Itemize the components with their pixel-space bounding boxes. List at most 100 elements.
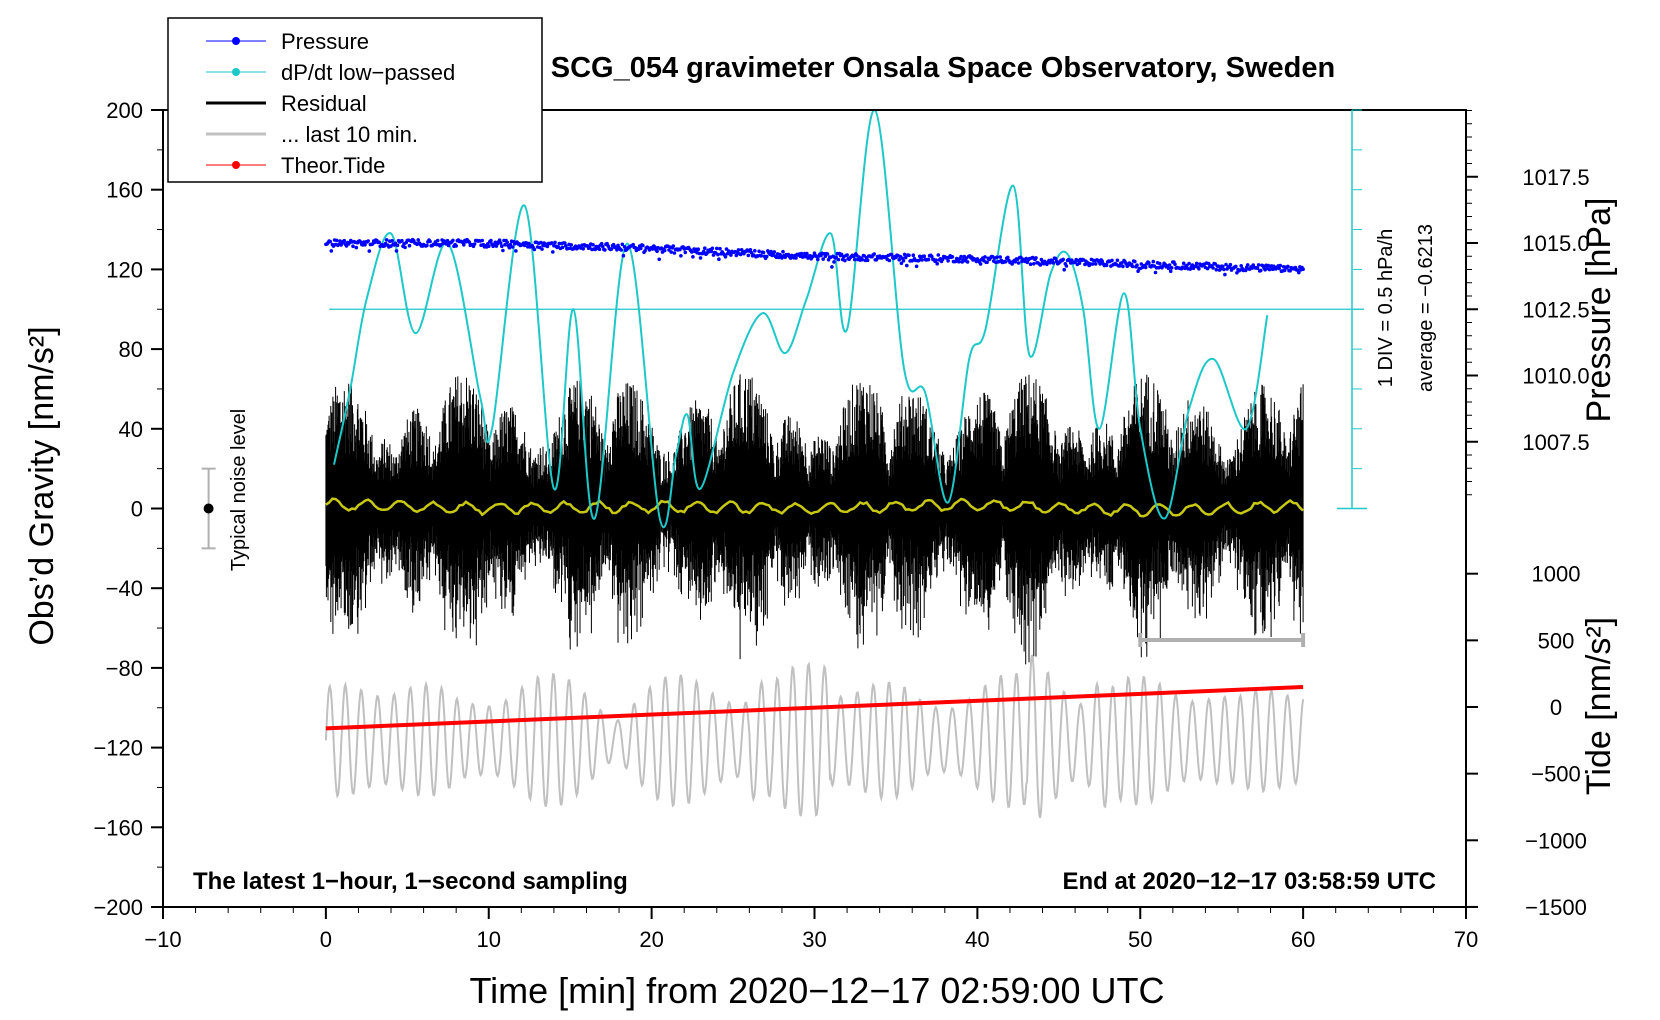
series-layer	[324, 108, 1364, 819]
div-label: 1 DIV = 0.5 hPa/h	[1375, 229, 1397, 387]
pressure-point	[395, 243, 400, 248]
pressure-point	[799, 251, 804, 256]
x-tick-label: −10	[144, 927, 181, 952]
pressure-point	[1016, 261, 1021, 265]
pressure-point	[545, 244, 550, 249]
theor-tide-line	[325, 685, 1304, 731]
pressure-point	[1224, 262, 1228, 267]
pressure-point	[1278, 263, 1283, 268]
pressure-point	[1243, 268, 1248, 273]
pressure-point	[619, 248, 623, 252]
pressure-point	[462, 243, 466, 247]
pressure-point	[830, 265, 834, 269]
pressure-point	[497, 238, 502, 242]
pressure-point	[759, 254, 764, 258]
pressure-point	[539, 240, 543, 245]
pressure-point	[1173, 262, 1177, 267]
pressure-point	[691, 254, 695, 259]
pressure-point	[998, 255, 1002, 259]
pressure-point	[1197, 267, 1201, 271]
pressure-point	[1093, 262, 1098, 266]
pressure-point	[899, 261, 904, 266]
pressure-point	[377, 240, 381, 244]
legend: Pressure dP/dt low−passed Residual ... last…	[167, 17, 543, 183]
legend-label: ... last 10 min.	[281, 122, 418, 147]
chart-title: SCG_054 gravimeter Onsala Space Observat…	[551, 52, 1335, 84]
bottom-left-annotation: The latest 1−hour, 1−second sampling	[193, 868, 628, 895]
pressure-point	[1166, 266, 1171, 271]
y-tick-label: −80	[106, 656, 143, 681]
x-tick-label: 60	[1291, 927, 1315, 952]
pressure-point	[1147, 261, 1151, 265]
pressure-point	[1222, 267, 1226, 272]
pressure-point	[655, 249, 659, 253]
pressure-point	[678, 247, 682, 252]
pressure-point	[709, 249, 714, 254]
pressure-point	[1181, 261, 1186, 266]
tide-tick-label: −1500	[1525, 895, 1587, 920]
pressure-point	[717, 257, 721, 262]
pressure-point	[622, 245, 627, 249]
y-tick-label: −160	[93, 815, 143, 840]
pressure-point	[367, 249, 372, 253]
pressure-point	[836, 257, 841, 262]
pressure-point	[834, 255, 838, 260]
y-tick-label: −200	[93, 895, 143, 920]
tide-tick-label: 500	[1538, 628, 1575, 653]
pressure-point	[905, 263, 909, 268]
pressure-point	[1255, 266, 1260, 271]
pressure-point	[498, 241, 503, 245]
pressure-point	[757, 249, 761, 254]
pressure-point	[599, 241, 604, 246]
pressure-point	[965, 260, 970, 264]
noise-dot	[203, 503, 214, 514]
pressure-point	[657, 257, 661, 262]
axes-layer: −10 0 10 20 30 40 50 60 70 200 160 120 80 40 0 −40 −80 −1…	[93, 98, 1589, 952]
tide-tick-label: 0	[1550, 695, 1562, 720]
pressure-point	[454, 244, 459, 248]
pressure-point	[1223, 272, 1227, 277]
pressure-point	[451, 238, 455, 243]
pressure-point	[902, 252, 907, 257]
pressure-point	[852, 257, 857, 262]
x-tick-label: 10	[477, 927, 501, 952]
pressure-point	[581, 247, 585, 251]
y-tick-label: 160	[106, 178, 143, 203]
residual-smoothed-trace	[325, 497, 1304, 518]
pressure-point	[532, 247, 537, 252]
pressure-point	[1090, 262, 1095, 266]
noise-level-label: Typical noise level	[228, 409, 250, 571]
pressure-point	[467, 240, 472, 244]
pressure-tick-label: 1007.5	[1522, 430, 1589, 455]
legend-label: Residual	[281, 91, 367, 116]
pressure-point	[907, 253, 911, 258]
pressure-point	[1282, 268, 1287, 273]
pressure-point	[1277, 266, 1281, 271]
pressure-point	[985, 260, 989, 265]
pressure-point	[1032, 262, 1036, 266]
text-layer: SCG_054 gravimeter Onsala Space Observat…	[23, 52, 1618, 1011]
pressure-point	[749, 250, 754, 255]
pressure-point	[1064, 264, 1069, 268]
y-tick-label: 80	[119, 337, 143, 362]
pressure-point	[978, 262, 983, 266]
pressure-point	[329, 249, 334, 253]
pressure-point	[643, 249, 647, 253]
pressure-point	[832, 260, 836, 264]
pressure-point	[1061, 257, 1065, 262]
pressure-point	[936, 253, 941, 257]
pressure-point	[780, 256, 784, 260]
legend-label: Pressure	[281, 29, 369, 54]
pressure-point	[1211, 266, 1215, 270]
pressure-point	[1286, 264, 1290, 269]
y-tick-label: 0	[131, 497, 143, 522]
pressure-point	[1121, 264, 1125, 269]
pressure-point	[1228, 262, 1233, 267]
pressure-point	[1098, 262, 1102, 266]
pressure-point	[1153, 270, 1158, 275]
pressure-point	[1168, 269, 1173, 274]
pressure-point	[1259, 268, 1263, 273]
pressure-point	[500, 244, 504, 248]
pressure-point	[503, 242, 507, 247]
pressure-point	[603, 248, 607, 252]
